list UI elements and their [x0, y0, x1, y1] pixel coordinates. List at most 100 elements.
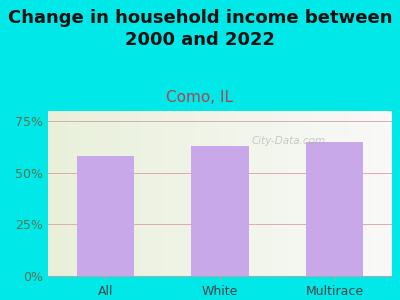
Bar	[194, 111, 196, 276]
Bar	[142, 111, 144, 276]
Bar	[106, 111, 108, 276]
Bar	[103, 111, 105, 276]
Bar	[344, 111, 346, 276]
Bar	[302, 111, 304, 276]
Bar	[280, 111, 282, 276]
Bar	[211, 111, 213, 276]
Bar	[380, 111, 382, 276]
Bar	[222, 111, 224, 276]
Bar	[189, 111, 191, 276]
Bar	[289, 111, 290, 276]
Bar	[150, 111, 151, 276]
Bar	[122, 111, 124, 276]
Bar	[270, 111, 272, 276]
Bar	[108, 111, 110, 276]
Bar	[151, 111, 153, 276]
Bar	[228, 111, 230, 276]
Bar	[282, 111, 284, 276]
Bar	[328, 111, 330, 276]
Bar	[292, 111, 294, 276]
Bar	[162, 111, 163, 276]
Bar	[260, 111, 261, 276]
Bar	[84, 111, 86, 276]
Bar	[204, 111, 206, 276]
Bar	[216, 111, 218, 276]
Bar	[351, 111, 352, 276]
Bar	[199, 111, 201, 276]
Bar	[296, 111, 297, 276]
Bar	[304, 111, 306, 276]
Bar	[136, 111, 138, 276]
Bar	[187, 111, 189, 276]
Bar	[310, 111, 311, 276]
Bar	[390, 111, 392, 276]
Bar	[277, 111, 278, 276]
Bar	[155, 111, 156, 276]
Bar	[70, 111, 72, 276]
Bar	[62, 111, 64, 276]
Bar	[60, 111, 62, 276]
Bar	[160, 111, 162, 276]
Bar	[180, 111, 182, 276]
Bar	[370, 111, 371, 276]
Bar	[53, 111, 55, 276]
Bar	[387, 111, 388, 276]
Bar	[297, 111, 299, 276]
Bar	[113, 111, 115, 276]
Bar	[287, 111, 289, 276]
Bar	[112, 111, 113, 276]
Bar	[168, 111, 170, 276]
Bar	[213, 111, 215, 276]
Bar	[215, 111, 216, 276]
Bar	[172, 111, 174, 276]
Bar	[48, 111, 50, 276]
Bar	[76, 111, 77, 276]
Bar	[371, 111, 373, 276]
Bar	[158, 111, 160, 276]
Bar	[246, 111, 248, 276]
Bar	[265, 111, 266, 276]
Bar	[125, 111, 127, 276]
Bar	[64, 111, 65, 276]
Bar	[132, 111, 134, 276]
Bar	[224, 111, 225, 276]
Bar	[337, 111, 339, 276]
Bar	[127, 111, 129, 276]
Text: City-Data.com: City-Data.com	[252, 136, 326, 146]
Bar	[306, 111, 308, 276]
Bar	[382, 111, 383, 276]
Bar	[105, 111, 106, 276]
Bar	[332, 111, 334, 276]
Bar	[156, 111, 158, 276]
Bar	[354, 111, 356, 276]
Bar	[290, 111, 292, 276]
Bar	[74, 111, 76, 276]
Bar	[174, 111, 175, 276]
Bar	[378, 111, 380, 276]
Bar	[322, 111, 323, 276]
Bar	[349, 111, 351, 276]
Bar	[141, 111, 142, 276]
Bar	[358, 111, 359, 276]
Bar	[285, 111, 287, 276]
Bar	[334, 111, 335, 276]
Bar	[237, 111, 239, 276]
Bar	[330, 111, 332, 276]
Bar	[82, 111, 84, 276]
Bar	[148, 111, 150, 276]
Bar	[306, 142, 363, 276]
Bar	[218, 111, 220, 276]
Bar	[236, 111, 237, 276]
Bar	[234, 111, 236, 276]
Bar	[130, 111, 132, 276]
Bar	[347, 111, 349, 276]
Bar	[101, 111, 103, 276]
Bar	[284, 111, 285, 276]
Bar	[192, 111, 194, 276]
Bar	[191, 146, 249, 276]
Bar	[50, 111, 52, 276]
Bar	[361, 111, 363, 276]
Bar	[77, 111, 79, 276]
Bar	[313, 111, 314, 276]
Bar	[167, 111, 168, 276]
